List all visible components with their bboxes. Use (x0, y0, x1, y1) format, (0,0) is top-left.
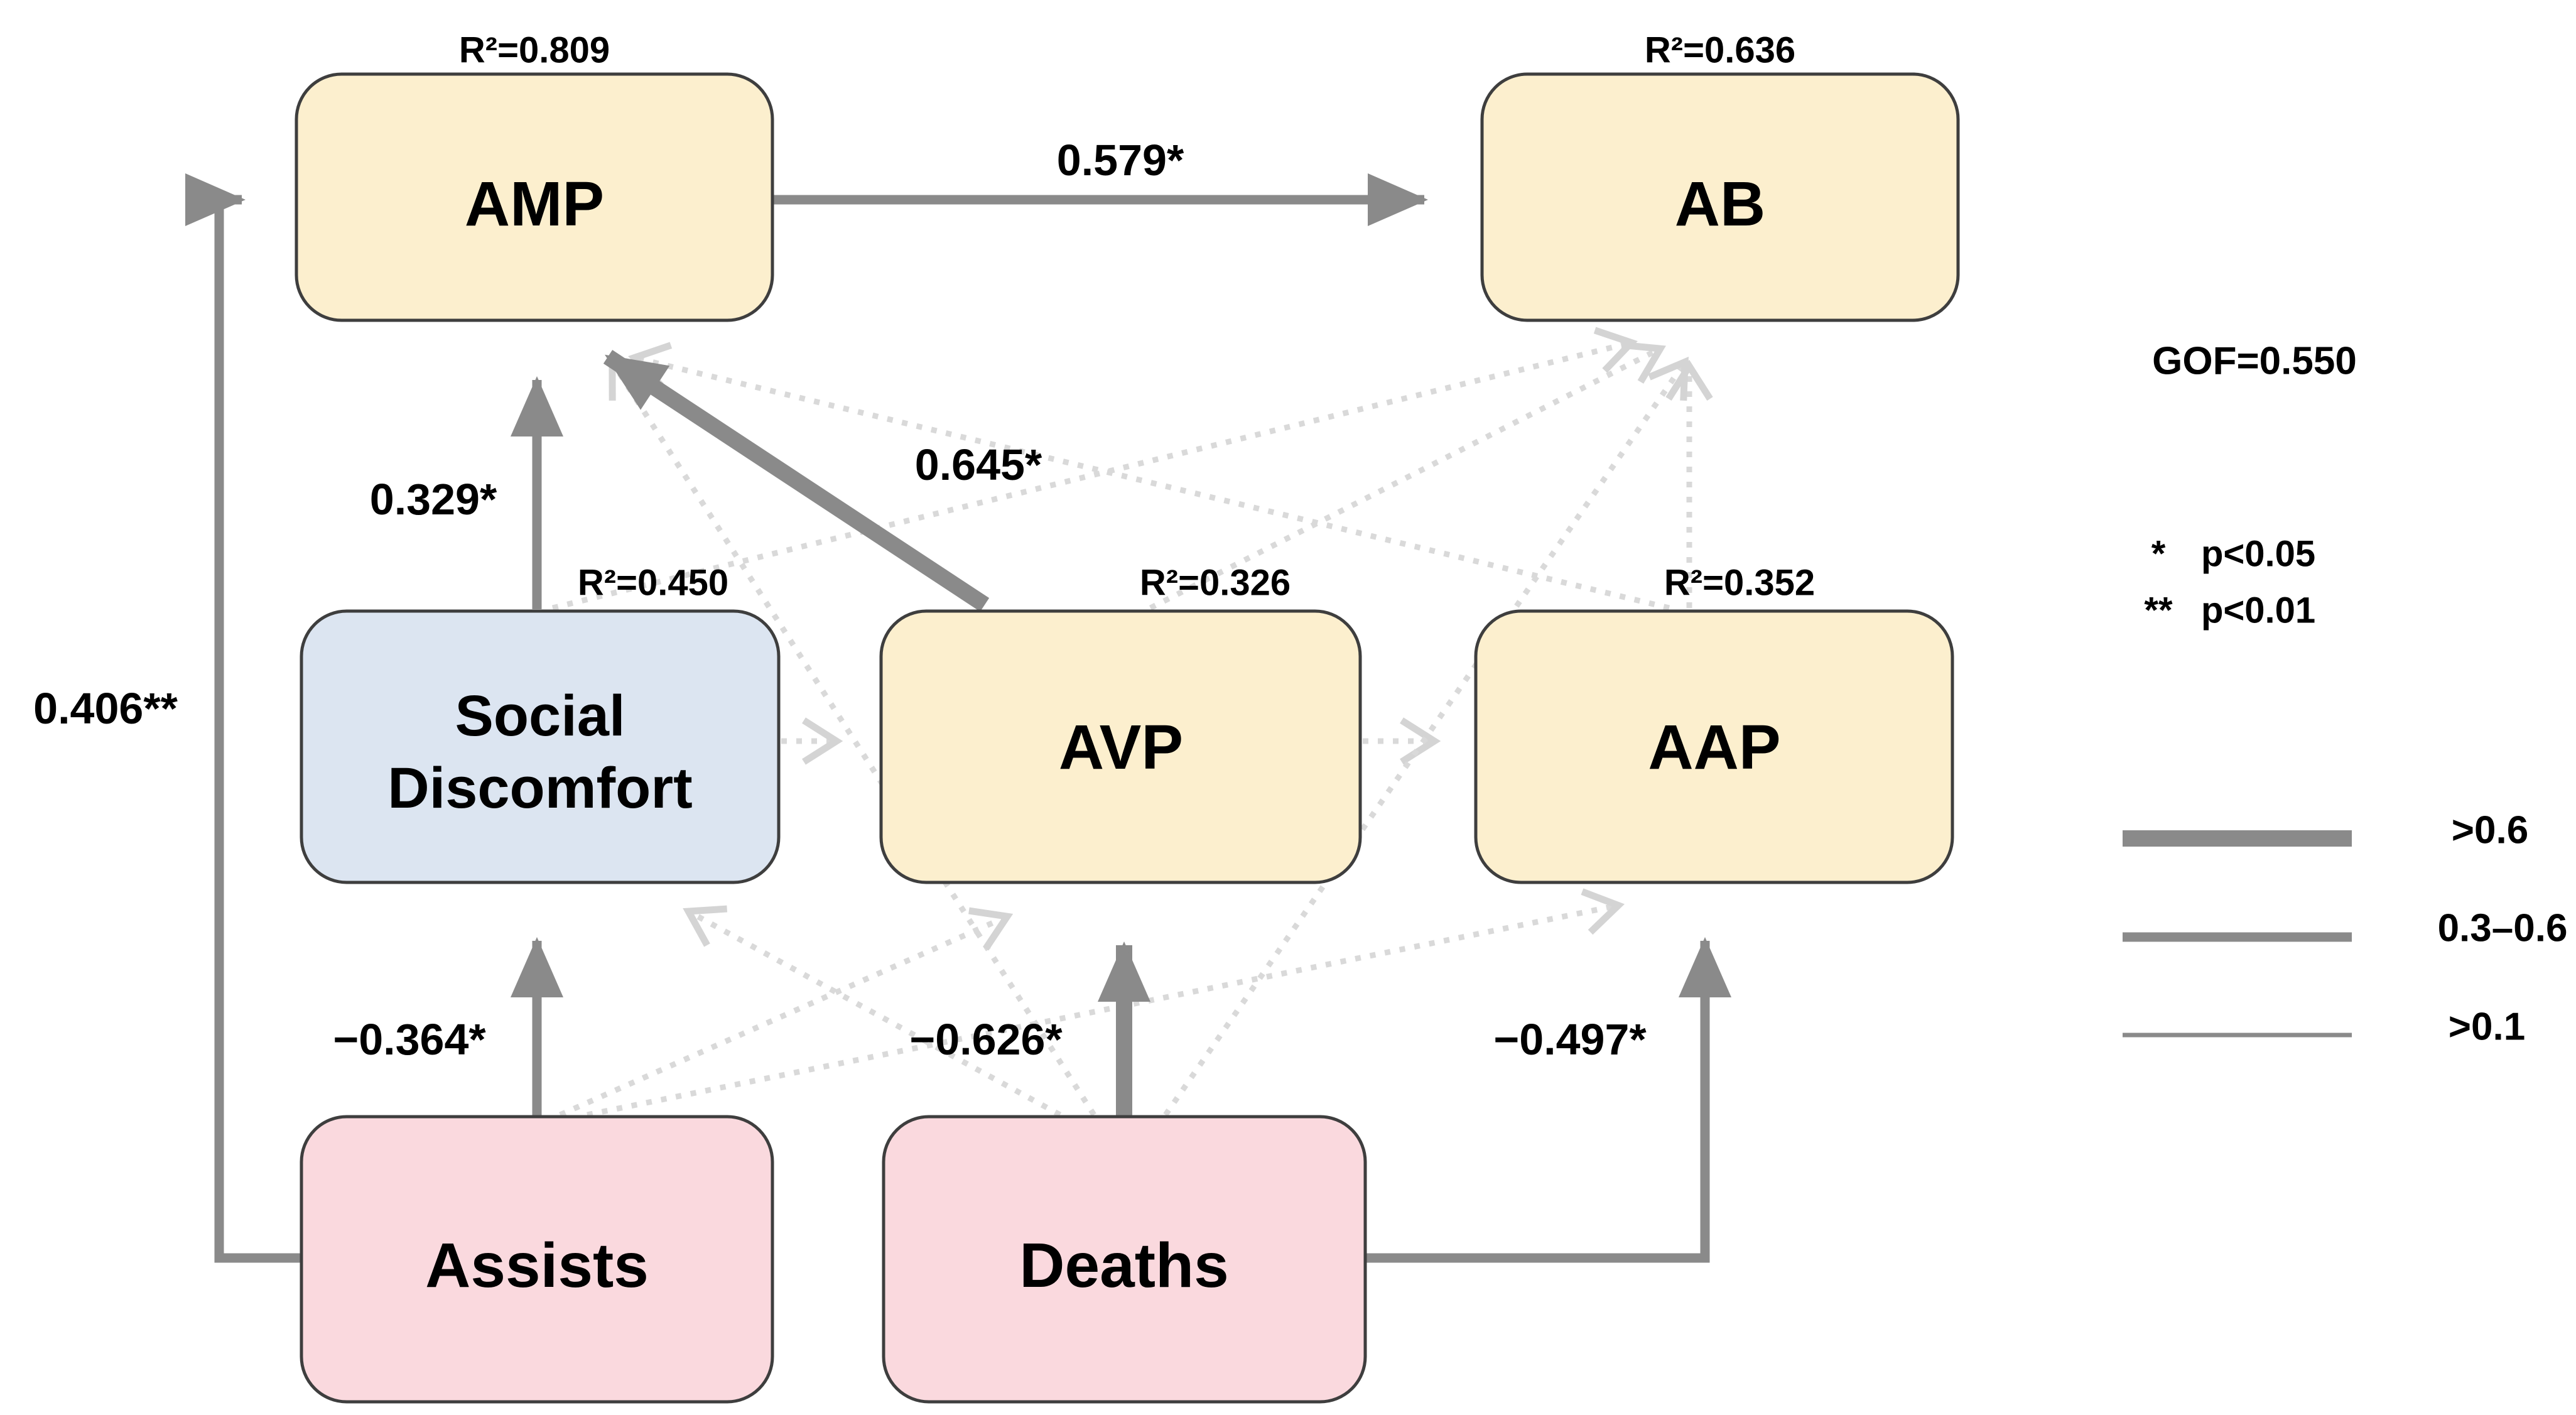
gof-label: GOF=0.550 (2152, 340, 2357, 383)
coefficient-labels: 0.579* 0.329* 0.645* 0.406** −0.364* −0.… (33, 136, 1647, 1064)
dotted-path-sd-ab (551, 327, 1638, 611)
dotted-path-aap-amp (628, 342, 1670, 611)
dotted-path-deaths-ab (1163, 356, 1689, 1117)
dotted-path-deaths-amp (609, 356, 1096, 1117)
node-amp-label: AMP (465, 169, 604, 239)
coef-amp-ab: 0.579* (1057, 136, 1184, 185)
node-amp: AMP (295, 72, 774, 322)
r2-amp: R²=0.809 (459, 30, 610, 71)
node-assists-label: Assists (425, 1230, 649, 1301)
coef-assists-sd: −0.364* (333, 1015, 486, 1064)
path-deaths-aap (1366, 937, 1731, 1263)
sig2-symbol: ** (2144, 590, 2173, 631)
node-avp-label: AVP (1059, 712, 1183, 783)
annotations: GOF=0.550 * p<0.05 ** p<0.01 (2144, 340, 2356, 631)
r2-social-discomfort: R²=0.450 (578, 563, 728, 604)
path-assists-amp (185, 173, 303, 1263)
r2-avp: R²=0.326 (1140, 563, 1291, 604)
sig1-label: p<0.05 (2201, 534, 2315, 575)
dotted-path-deaths-sd (683, 905, 1062, 1117)
node-deaths-label: Deaths (1019, 1230, 1228, 1301)
node-ab-label: AB (1675, 169, 1765, 239)
node-social-discomfort-label-line2: Discomfort (387, 756, 693, 820)
line-weight-legend: >0.6 0.3–0.6 >0.1 (2123, 809, 2567, 1049)
dotted-path-assists-aap (587, 888, 1625, 1118)
legend-label-medium: 0.3–0.6 (2438, 907, 2568, 950)
node-social-discomfort: Social Discomfort (300, 609, 781, 884)
node-social-discomfort-label-line1: Social (455, 684, 625, 748)
sig1-symbol: * (2151, 534, 2166, 575)
dotted-path-assists-avp (559, 907, 1014, 1118)
node-avp: AVP (879, 609, 1362, 884)
node-aap: AAP (1474, 609, 1954, 884)
dotted-paths (551, 327, 1713, 1118)
legend-label-thin: >0.1 (2449, 1006, 2525, 1049)
coef-sd-amp: 0.329* (370, 475, 497, 524)
node-ab: AB (1480, 72, 1960, 322)
coef-deaths-avp: −0.626* (909, 1015, 1063, 1064)
r2-ab: R²=0.636 (1645, 30, 1795, 71)
coef-deaths-aap: −0.497* (1493, 1015, 1647, 1064)
dotted-path-avp-ab (1149, 341, 1666, 611)
sig2-label: p<0.01 (2201, 590, 2315, 631)
coef-assists-amp: 0.406** (33, 684, 178, 733)
solid-paths (185, 173, 1731, 1263)
nodes: AMP AB Social Discomfort AVP AAP Assists… (295, 72, 1960, 1404)
node-deaths: Deaths (882, 1115, 1367, 1404)
r2-labels: R²=0.809 R²=0.636 R²=0.450 R²=0.326 R²=0… (459, 30, 1815, 604)
r2-aap: R²=0.352 (1664, 563, 1815, 604)
path-avp-amp (603, 350, 990, 612)
coef-avp-amp: 0.645* (915, 440, 1042, 489)
node-aap-label: AAP (1648, 712, 1780, 783)
node-assists: Assists (300, 1115, 774, 1404)
legend-label-thick: >0.6 (2452, 809, 2528, 852)
